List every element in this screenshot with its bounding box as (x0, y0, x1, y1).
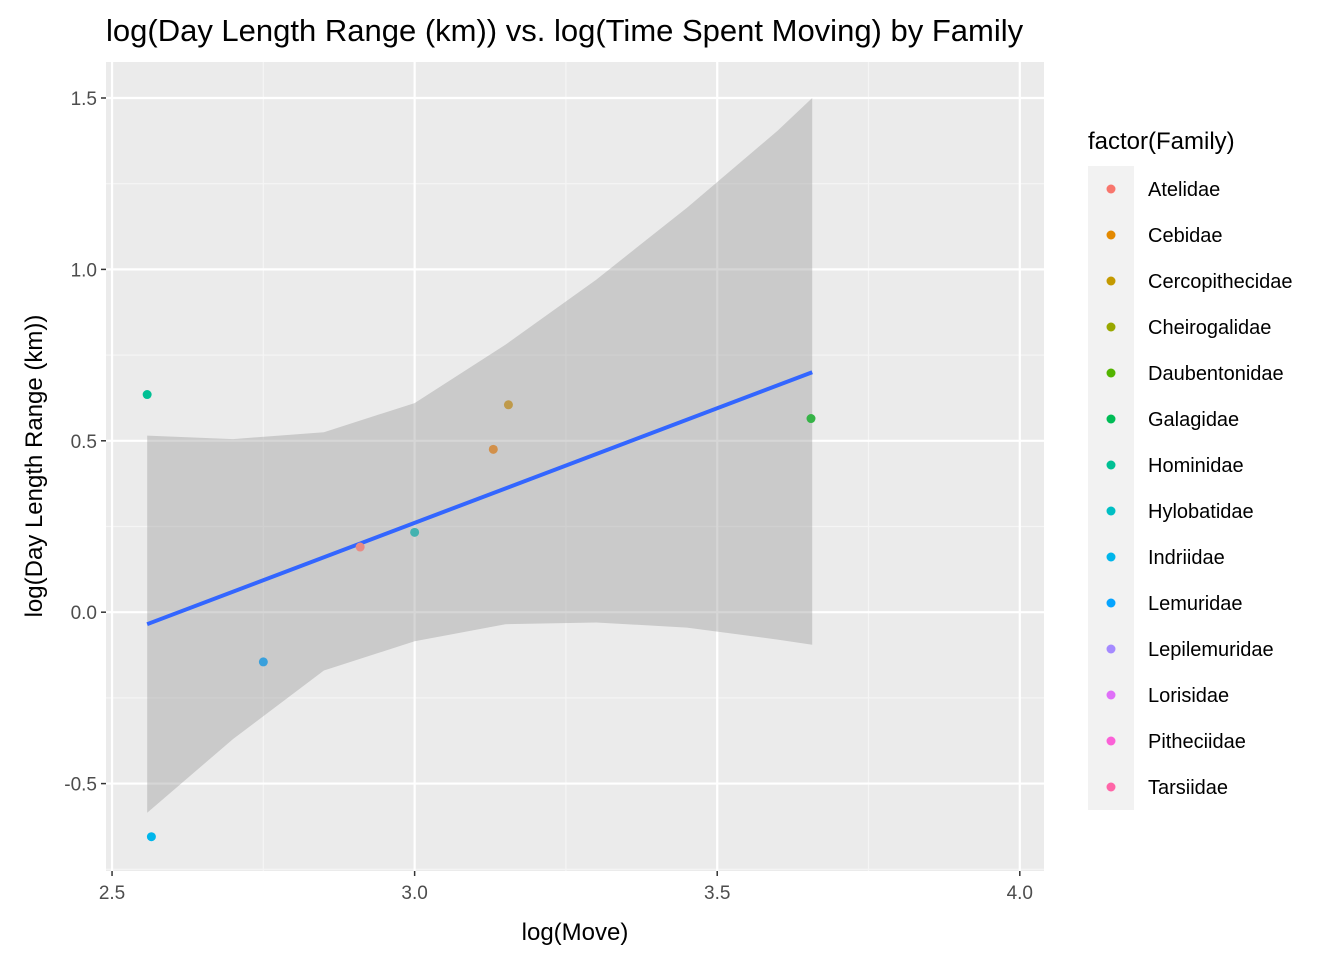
x-axis-title: log(Move) (522, 919, 629, 946)
legend-label: Hylobatidae (1148, 501, 1254, 523)
y-tick-label: -0.5 (64, 775, 97, 796)
data-point (410, 527, 420, 537)
y-tick-label: 1.5 (71, 89, 97, 110)
legend-key (1106, 506, 1116, 516)
confidence-band (147, 98, 813, 813)
legend-label: Pitheciidae (1148, 731, 1246, 753)
legend: factor(Family) Atelidae Cebidae Cercopithe… (1088, 128, 1293, 810)
data-point (806, 414, 816, 424)
x-axis: 2.5 3.0 3.5 4.0 (99, 871, 1033, 904)
y-tick-label: 0.5 (71, 432, 97, 453)
legend-label: Cebidae (1148, 225, 1223, 247)
x-tick-label: 2.5 (99, 883, 125, 904)
chart-title: log(Day Length Range (km)) vs. log(Time … (106, 13, 1024, 48)
fit-line-layer (146, 370, 813, 627)
data-point (503, 400, 513, 410)
legend-key (1106, 414, 1116, 424)
data-point (258, 657, 268, 667)
legend-label: Daubentonidae (1148, 363, 1284, 385)
legend-label: Hominidae (1148, 455, 1244, 477)
legend-key (1106, 644, 1116, 654)
legend-title: factor(Family) (1088, 128, 1235, 155)
legend-label: Atelidae (1148, 179, 1220, 201)
legend-key-background (1088, 166, 1134, 810)
x-tick-label: 4.0 (1007, 883, 1033, 904)
grid-major (106, 62, 1044, 871)
y-axis-title: log(Day Length Range (km)) (21, 315, 48, 618)
legend-label: Lemuridae (1148, 593, 1243, 615)
legend-key (1106, 552, 1116, 562)
data-point (355, 542, 365, 552)
legend-label: Tarsiidae (1148, 777, 1228, 799)
legend-key (1106, 782, 1116, 792)
legend-label: Lorisidae (1148, 685, 1229, 707)
legend-key (1106, 184, 1116, 194)
legend-label: Cheirogalidae (1148, 317, 1271, 339)
data-point (146, 832, 156, 842)
legend-key (1106, 460, 1116, 470)
legend-key (1106, 276, 1116, 286)
legend-key (1106, 230, 1116, 240)
legend-label: Lepilemuridae (1148, 639, 1274, 661)
legend-key (1106, 690, 1116, 700)
legend-label: Indriidae (1148, 547, 1225, 569)
confidence-band-layer (147, 98, 813, 813)
x-tick-label: 3.5 (704, 883, 730, 904)
legend-key (1106, 368, 1116, 378)
y-tick-label: 0.0 (71, 603, 97, 624)
data-point (488, 444, 498, 454)
legend-label: Galagidae (1148, 409, 1239, 431)
fit-line (146, 370, 813, 627)
plot-panel (106, 62, 1044, 871)
legend-label: Cercopithecidae (1148, 271, 1293, 293)
x-tick-label: 3.0 (401, 883, 427, 904)
data-point (142, 390, 152, 400)
legend-items: Atelidae Cebidae Cercopithecidae Cheirogali… (1106, 179, 1293, 799)
legend-key (1106, 736, 1116, 746)
y-axis: -0.5 0.0 0.5 1.0 1.5 (64, 89, 106, 796)
legend-key (1106, 598, 1116, 608)
points-layer (142, 390, 816, 842)
y-tick-label: 1.0 (71, 260, 97, 281)
legend-key (1106, 322, 1116, 332)
